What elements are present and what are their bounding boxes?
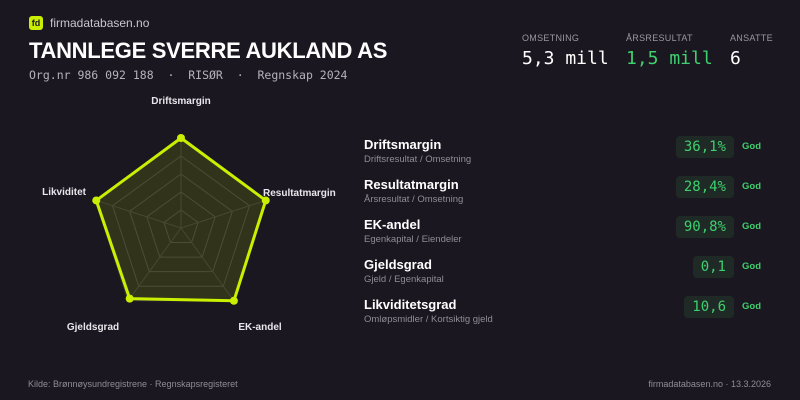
metric-rating: God [742, 221, 761, 232]
radar-point [229, 296, 238, 305]
metric-desc: Egenkapital / Eiendeler [364, 234, 462, 245]
metric-desc: Årsresultat / Omsetning [364, 194, 464, 205]
radar-point [177, 134, 185, 142]
metric-row: Resultatmargin Årsresultat / Omsetning 28,… [364, 176, 784, 217]
metric-value: 0,1 [692, 256, 734, 278]
radar-axis-label: Gjeldsgrad [67, 322, 119, 333]
radar-grid-ring [146, 191, 216, 258]
footer-site-date: firmadatabasen.no · 13.3.2026 [648, 379, 771, 389]
radar-axis-line [180, 227, 235, 302]
radar-axis-line [127, 227, 182, 302]
kpi-value: 5,3 mill [522, 48, 609, 69]
company-name: TANNLEGE SVERRE AUKLAND AS [29, 38, 388, 63]
radar-axis-label: Driftsmargin [151, 96, 210, 107]
metric-value: 10,6 [684, 296, 734, 318]
radar-series-area [94, 136, 268, 303]
metric-value: 28,4% [675, 176, 734, 198]
metric-row: Likviditetsgrad Omløpsmidler / Kortsiktig… [364, 296, 784, 337]
logo-icon: fd [29, 16, 43, 30]
metric-desc: Driftsresultat / Omsetning [364, 154, 472, 165]
kpi-label: OMSETNING [522, 33, 580, 43]
metric-name: Resultatmargin [364, 177, 459, 192]
radar-axis-label: EK-andel [238, 322, 282, 333]
radar-axis-line [180, 199, 267, 229]
kpi-label: ÅRSRESULTAT [626, 33, 693, 43]
metric-name: Driftsmargin [364, 137, 442, 152]
metric-desc: Gjeld / Egenkapital [364, 274, 444, 285]
radar-grid-ring [111, 155, 251, 287]
kpi-value: 6 [730, 48, 741, 69]
metric-name: EK-andel [364, 217, 421, 232]
kpi-ansatte: ANSATTE 6 [730, 33, 773, 69]
metric-value: 36,1% [675, 136, 734, 158]
radar-axis-line [95, 199, 182, 229]
kpi-arsresultat: ÅRSRESULTAT 1,5 mill [626, 33, 713, 69]
metric-rating: God [742, 301, 761, 312]
metric-name: Likviditetsgrad [364, 297, 457, 312]
radar-chart: Driftsmargin Resultatmargin EK-andel Gjelds… [42, 96, 336, 333]
radar-axis-label: Likviditet [42, 187, 87, 198]
radar-point [92, 196, 101, 205]
metric-row: Gjeldsgrad Gjeld / Egenkapital 0,1 God [364, 256, 784, 297]
footer-source: Kilde: Brønnøysundregistrene · Regnskaps… [28, 379, 238, 389]
radar-point [261, 196, 270, 205]
site-name[interactable]: firmadatabasen.no [50, 16, 150, 30]
metric-rating: God [742, 261, 761, 272]
metric-rating: God [742, 181, 761, 192]
radar-axis-label: Resultatmargin [263, 188, 336, 199]
company-subtitle: Org.nr 986 092 188 · RISØR · Regnskap 20… [29, 68, 348, 82]
metric-row: EK-andel Egenkapital / Eiendeler 90,8% God [364, 216, 784, 257]
radar-grid-ring [163, 209, 199, 244]
radar-point [125, 294, 134, 303]
kpi-value: 1,5 mill [626, 48, 713, 69]
metric-desc: Omløpsmidler / Kortsiktig gjeld [364, 314, 493, 325]
kpi-omsetning: OMSETNING 5,3 mill [522, 33, 609, 69]
radar-grid-ring [129, 173, 233, 273]
metric-row: Driftsmargin Driftsresultat / Omsetning 36… [364, 136, 784, 177]
metric-value: 90,8% [675, 216, 734, 238]
kpi-label: ANSATTE [730, 33, 773, 43]
metric-name: Gjeldsgrad [364, 257, 432, 272]
metric-rating: God [742, 141, 761, 152]
